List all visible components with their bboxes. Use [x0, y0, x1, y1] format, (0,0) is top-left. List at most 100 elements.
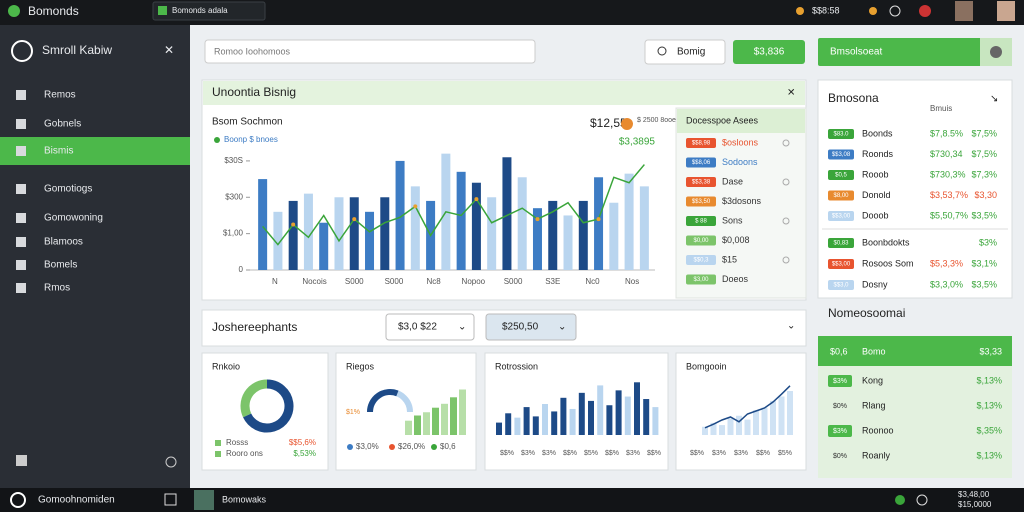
row-value: $5,50,7% — [930, 210, 968, 220]
search-placeholder[interactable]: Romoo Ioohomoos — [214, 46, 291, 56]
x-tick-label: Nocois — [302, 277, 326, 286]
icon[interactable] — [16, 455, 27, 466]
icon[interactable] — [869, 7, 877, 15]
legend-title: Docesspoe Asees — [686, 115, 759, 125]
side-panel-header — [818, 336, 1012, 366]
select[interactable] — [385, 313, 475, 341]
close-icon[interactable]: ✕ — [164, 43, 174, 57]
start-icon[interactable] — [10, 492, 26, 508]
legend-dot — [431, 444, 437, 450]
bar — [569, 408, 576, 435]
select-label[interactable]: $250,50 — [502, 322, 539, 333]
menu-item[interactable]: Gomowoning — [44, 213, 103, 224]
bar — [349, 197, 359, 270]
close-icon[interactable]: ✕ — [787, 88, 795, 99]
row-value: $,13% — [976, 450, 1002, 460]
logo — [11, 40, 33, 62]
icon — [990, 46, 1002, 58]
card — [201, 352, 329, 471]
tab-label[interactable]: Bomonds adala — [172, 6, 228, 15]
row-value: $7,5% — [971, 149, 997, 159]
bar — [744, 419, 751, 435]
row-name: Roonoo — [862, 425, 894, 435]
x-tick-label: S000 — [385, 277, 404, 286]
icon[interactable] — [165, 456, 177, 468]
legend-label: $26,0% — [398, 442, 425, 451]
side-button[interactable] — [818, 38, 1012, 66]
avatar[interactable] — [997, 1, 1015, 21]
pill — [686, 138, 716, 148]
pill-label: $$3,50 — [692, 199, 711, 205]
tab-icon — [158, 6, 167, 15]
bar — [514, 417, 521, 435]
row-value: $,13% — [976, 400, 1002, 410]
bar — [496, 422, 502, 435]
primary-button[interactable] — [733, 40, 805, 64]
taskbar-app[interactable]: Bomowaks — [222, 494, 267, 504]
bar — [770, 400, 776, 435]
taskbar-start[interactable]: Gomoohnomiden — [38, 495, 115, 506]
chevron: ⌄ — [558, 322, 566, 333]
pill-label: $0,5 — [835, 173, 847, 179]
tab[interactable] — [152, 1, 266, 21]
pill — [686, 274, 716, 285]
legend-label: Rosss — [226, 438, 248, 447]
icon[interactable] — [889, 5, 901, 17]
card-title: Rotrossion — [495, 361, 538, 371]
menu-item[interactable]: Remos — [44, 90, 76, 101]
side-button-label[interactable]: Bmsolsoeat — [830, 47, 882, 58]
select-label[interactable]: $3,0 $22 — [398, 322, 437, 333]
legend-value: $,53% — [293, 449, 316, 458]
arrow-icon[interactable]: ↘ — [990, 94, 998, 105]
row-value: $730,34 — [930, 149, 963, 159]
x-tick-label: Nc0 — [585, 277, 600, 286]
chevron[interactable]: ⌄ — [787, 321, 795, 332]
thumbnail[interactable] — [194, 490, 214, 510]
bar — [761, 407, 768, 435]
search-box[interactable] — [204, 39, 536, 64]
side-header: Bomo — [862, 346, 886, 356]
menu-item[interactable]: Bomels — [44, 260, 77, 271]
row-name: Dosny — [862, 279, 888, 289]
point — [291, 222, 296, 227]
avatar[interactable] — [955, 1, 973, 21]
pill-label: $3% — [833, 378, 847, 385]
bar — [334, 197, 344, 270]
axis-label: $$% — [690, 450, 704, 457]
row-name: Roanly — [862, 450, 891, 460]
pill — [828, 170, 854, 180]
total-sub: $ 2500 8ooe — [637, 117, 676, 124]
select[interactable] — [485, 313, 577, 341]
filter-button[interactable] — [644, 39, 726, 65]
menu-item[interactable]: Rmos — [44, 283, 70, 294]
menu-item[interactable]: Blamoos — [44, 237, 83, 248]
row-value: $3,5% — [971, 279, 997, 289]
menu-item[interactable]: Bismis — [44, 146, 73, 157]
bar — [578, 392, 585, 435]
row-value: $730,3% — [930, 169, 966, 179]
y-tick-label: $30S — [224, 156, 243, 165]
card-title: Rnkoio — [212, 361, 240, 371]
axis-label: $$% — [756, 450, 770, 457]
legend-label: $0,6 — [440, 442, 456, 451]
menu-item[interactable]: Gobnels — [44, 119, 81, 130]
bar — [450, 397, 457, 435]
money: $3,48,00 — [958, 490, 990, 499]
icon[interactable] — [164, 493, 177, 506]
bar — [551, 411, 558, 435]
filter-label[interactable]: Bomig — [677, 47, 705, 58]
axis-label: $3% — [542, 450, 556, 457]
pill — [828, 129, 854, 139]
row-name: Roonds — [862, 149, 894, 159]
menu-item[interactable]: Gomotiogs — [44, 184, 92, 195]
point — [352, 217, 357, 222]
legend-dot — [214, 137, 220, 143]
row-value: $5,3,3% — [930, 258, 963, 268]
menu-icon — [16, 146, 26, 156]
legend-dot — [389, 444, 395, 450]
row-value: $7,3% — [971, 169, 997, 179]
bar — [588, 400, 594, 435]
notification[interactable] — [919, 5, 931, 17]
primary-button-label[interactable]: $3,836 — [754, 47, 785, 58]
bar — [615, 390, 622, 435]
